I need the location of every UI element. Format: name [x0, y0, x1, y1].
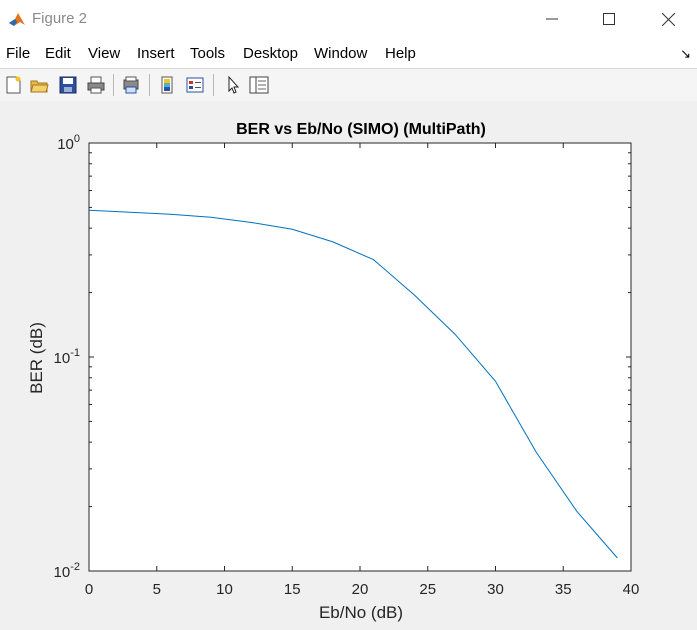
- toolbar-separator: [213, 74, 214, 96]
- minimize-icon: [546, 18, 558, 20]
- colorbar-icon: [161, 76, 173, 94]
- colorbar-button[interactable]: [155, 73, 179, 97]
- axes-background: [88, 142, 632, 572]
- legend-icon: [186, 77, 204, 93]
- title-bar: Figure 2: [0, 0, 697, 38]
- close-icon: [661, 12, 675, 26]
- open-file-button[interactable]: [27, 73, 51, 97]
- x-tick-label: 10: [216, 581, 233, 598]
- open-file-icon: [30, 80, 49, 93]
- y-tick-labels: 100 10-1 10-2: [54, 133, 80, 581]
- menu-window[interactable]: Window: [314, 45, 368, 62]
- menu-edit[interactable]: Edit: [45, 45, 71, 62]
- x-tick-label: 30: [487, 581, 504, 598]
- minimize-button[interactable]: [529, 4, 575, 34]
- y-tick-label: 10-2: [54, 561, 80, 581]
- new-figure-icon: [6, 76, 21, 94]
- matlab-logo-icon: [8, 10, 26, 28]
- x-tick-label: 0: [85, 581, 93, 598]
- x-axis-label: Eb/No (dB): [319, 603, 403, 622]
- property-inspector-button[interactable]: [247, 73, 271, 97]
- property-inspector-icon: [249, 76, 269, 94]
- close-button[interactable]: [645, 4, 691, 34]
- y-tick-label: 100: [57, 133, 80, 153]
- x-tick-label: 40: [623, 581, 640, 598]
- menu-tools[interactable]: Tools: [190, 45, 226, 62]
- x-tick-label: 35: [555, 581, 572, 598]
- x-tick-label: 20: [352, 581, 369, 598]
- ber-chart: 0 5 10 15 20 25 30 35 40 100 10-1 10-2 BER vs Eb/N…: [27, 121, 640, 622]
- menu-view[interactable]: View: [88, 45, 121, 62]
- figure-toolbar: [0, 68, 697, 102]
- x-tick-label: 25: [419, 581, 436, 598]
- x-tick-labels: 0 5 10 15 20 25 30 35 40: [85, 581, 640, 598]
- save-icon: [59, 76, 77, 94]
- toolbar-separator: [149, 74, 150, 96]
- pointer-icon: [228, 75, 240, 94]
- print-icon: [87, 76, 105, 94]
- maximize-button[interactable]: [586, 4, 632, 34]
- print-preview-button[interactable]: [119, 73, 143, 97]
- dock-arrow-icon[interactable]: ↘: [680, 46, 691, 61]
- x-tick-label: 5: [153, 581, 161, 598]
- x-tick-label: 15: [284, 581, 301, 598]
- toolbar-separator: [113, 74, 114, 96]
- menu-insert[interactable]: Insert: [137, 45, 175, 62]
- menu-desktop[interactable]: Desktop: [243, 45, 299, 62]
- chart-title: BER vs Eb/No (SIMO) (MultiPath): [236, 121, 486, 138]
- maximize-icon: [603, 13, 615, 25]
- window-title: Figure 2: [32, 10, 88, 27]
- ber-series-line: [88, 209, 618, 559]
- menu-bar: File Edit View Insert Tools Desktop Wind…: [0, 38, 697, 68]
- new-figure-button[interactable]: [1, 73, 25, 97]
- figure-area: 0 5 10 15 20 25 30 35 40 100 10-1 10-2 BER vs Eb/N…: [0, 101, 697, 625]
- save-button[interactable]: [56, 73, 80, 97]
- tick-marks: [88, 142, 632, 572]
- pointer-button[interactable]: [221, 73, 245, 97]
- print-preview-icon: [123, 76, 139, 94]
- menu-help[interactable]: Help: [385, 45, 416, 62]
- legend-button[interactable]: [183, 73, 207, 97]
- menu-file[interactable]: File: [6, 45, 31, 62]
- y-axis-label: BER (dB): [27, 322, 46, 394]
- y-tick-label: 10-1: [54, 347, 80, 367]
- print-button[interactable]: [84, 73, 108, 97]
